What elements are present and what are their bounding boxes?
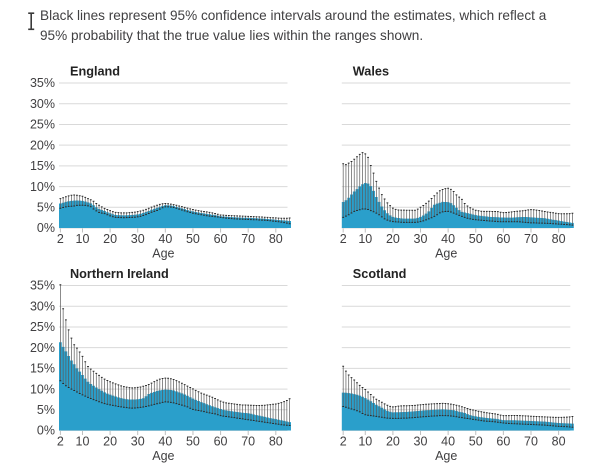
svg-text:0%: 0% — [37, 424, 55, 438]
svg-text:2: 2 — [57, 232, 64, 246]
svg-text:Age: Age — [435, 246, 457, 260]
svg-text:70: 70 — [241, 232, 255, 246]
svg-text:2: 2 — [340, 232, 347, 246]
svg-text:10: 10 — [76, 434, 90, 448]
svg-text:80: 80 — [552, 232, 566, 246]
svg-text:80: 80 — [552, 434, 566, 448]
svg-text:Age: Age — [435, 449, 457, 463]
svg-text:30: 30 — [131, 232, 145, 246]
svg-text:10%: 10% — [30, 382, 55, 396]
svg-text:Age: Age — [152, 449, 174, 463]
svg-text:80: 80 — [269, 232, 283, 246]
svg-text:50: 50 — [469, 434, 483, 448]
svg-text:20: 20 — [386, 434, 400, 448]
svg-text:30: 30 — [414, 232, 428, 246]
svg-text:60: 60 — [496, 232, 510, 246]
svg-text:30%: 30% — [30, 299, 55, 313]
svg-text:20: 20 — [103, 434, 117, 448]
svg-text:40: 40 — [441, 232, 455, 246]
svg-text:Wales: Wales — [353, 65, 389, 79]
svg-text:5%: 5% — [37, 200, 55, 214]
svg-text:Northern Ireland: Northern Ireland — [70, 267, 169, 281]
svg-text:80: 80 — [269, 434, 283, 448]
svg-text:Age: Age — [152, 246, 174, 260]
svg-text:10: 10 — [76, 232, 90, 246]
svg-text:10%: 10% — [30, 180, 55, 194]
svg-text:40: 40 — [441, 434, 455, 448]
svg-text:20%: 20% — [30, 341, 55, 355]
svg-text:10: 10 — [358, 232, 372, 246]
svg-text:35%: 35% — [30, 76, 55, 90]
svg-text:35%: 35% — [30, 279, 55, 293]
svg-text:40: 40 — [158, 434, 172, 448]
svg-text:Scotland: Scotland — [353, 267, 407, 281]
svg-text:40: 40 — [158, 232, 172, 246]
svg-text:10: 10 — [358, 434, 372, 448]
svg-text:15%: 15% — [30, 362, 55, 376]
svg-text:2: 2 — [57, 434, 64, 448]
svg-text:30%: 30% — [30, 97, 55, 111]
svg-text:30: 30 — [131, 434, 145, 448]
svg-text:50: 50 — [186, 434, 200, 448]
svg-text:60: 60 — [214, 434, 228, 448]
svg-text:20: 20 — [103, 232, 117, 246]
svg-text:20: 20 — [386, 232, 400, 246]
svg-text:25%: 25% — [30, 118, 55, 132]
svg-text:70: 70 — [524, 434, 538, 448]
svg-text:70: 70 — [241, 434, 255, 448]
svg-text:70: 70 — [524, 232, 538, 246]
svg-text:25%: 25% — [30, 320, 55, 334]
svg-text:50: 50 — [186, 232, 200, 246]
svg-text:Black lines represent 95% conf: Black lines represent 95% confidence int… — [40, 8, 547, 23]
svg-text:60: 60 — [496, 434, 510, 448]
svg-text:15%: 15% — [30, 159, 55, 173]
svg-text:50: 50 — [469, 232, 483, 246]
svg-text:2: 2 — [340, 434, 347, 448]
svg-text:60: 60 — [214, 232, 228, 246]
svg-text:95% probability that the true: 95% probability that the true value lies… — [40, 28, 423, 43]
svg-text:5%: 5% — [37, 403, 55, 417]
svg-text:30: 30 — [414, 434, 428, 448]
svg-text:0%: 0% — [37, 221, 55, 235]
svg-text:20%: 20% — [30, 138, 55, 152]
svg-text:England: England — [70, 65, 120, 79]
